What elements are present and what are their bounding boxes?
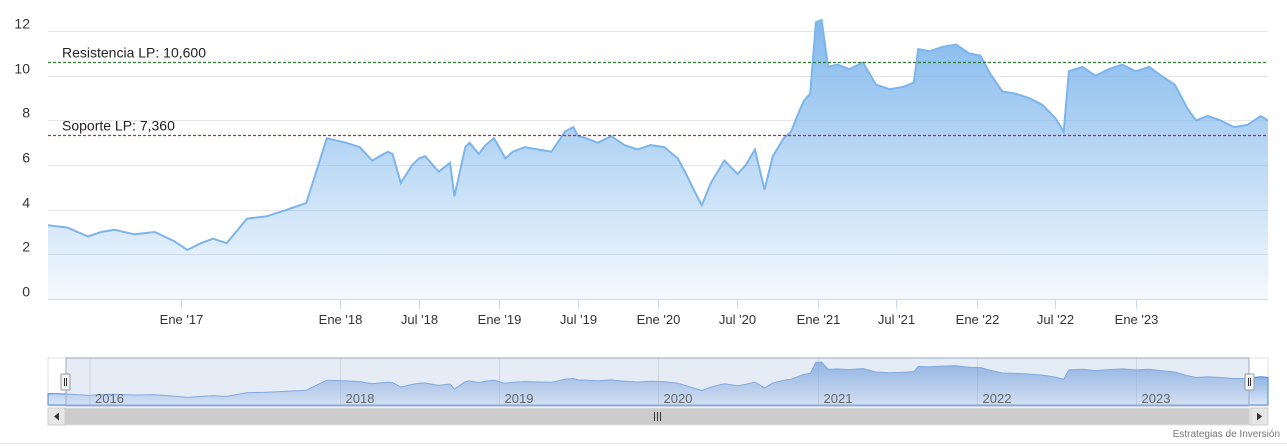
x-tick-label: Jul '22 xyxy=(1037,312,1074,327)
scrollbar[interactable] xyxy=(47,407,1269,426)
y-tick-label: 0 xyxy=(22,284,30,300)
y-tick-label: 6 xyxy=(22,150,30,166)
x-tick-label: Ene '22 xyxy=(956,312,1000,327)
level-label: Soporte LP: 7,360 xyxy=(62,118,175,134)
x-tick-label: Ene '19 xyxy=(478,312,522,327)
navigator-handle-left[interactable] xyxy=(60,373,71,391)
x-tick-label: Ene '18 xyxy=(319,312,363,327)
navigator-label: 2021 xyxy=(824,391,853,406)
x-axis: Ene '17 Ene '18 Jul '18 Ene '19 Jul '19 Ene '… xyxy=(160,299,1159,327)
x-tick-label: Jul '21 xyxy=(878,312,915,327)
navigator-label: 2016 xyxy=(95,391,124,406)
y-tick-label: 4 xyxy=(22,195,30,211)
arrow-left-icon xyxy=(54,412,59,421)
navigator-label: 2022 xyxy=(983,391,1012,406)
navigator-labels: 2016 2018 2019 2020 2021 2022 2023 xyxy=(95,391,1170,406)
x-tick-label: Ene '23 xyxy=(1115,312,1159,327)
navigator-handle-right[interactable] xyxy=(1244,373,1255,391)
x-tick-label: Jul '19 xyxy=(560,312,597,327)
navigator-label: 2019 xyxy=(505,391,534,406)
x-tick-label: Ene '20 xyxy=(637,312,681,327)
y-tick-label: 10 xyxy=(14,61,30,77)
x-tick-label: Ene '17 xyxy=(160,312,204,327)
navigator-area xyxy=(47,361,1269,406)
grip-icon xyxy=(654,412,661,421)
chart-credit[interactable]: Estrategias de Inversión xyxy=(1173,429,1280,440)
navigator-label: 2023 xyxy=(1142,391,1171,406)
navigator-label: 2020 xyxy=(664,391,693,406)
y-tick-label: 2 xyxy=(22,239,30,255)
x-tick-label: Ene '21 xyxy=(797,312,841,327)
navigator[interactable]: 2016 2018 2019 2020 2021 2022 2023 xyxy=(47,357,1269,407)
y-tick-label: 8 xyxy=(22,105,30,121)
level-lines: Resistencia LP: 10,600 Soporte LP: 7,360 xyxy=(48,45,1268,137)
x-tick-label: Jul '18 xyxy=(401,312,438,327)
y-axis: 0 2 4 6 8 10 12 xyxy=(14,16,30,300)
level-label: Resistencia LP: 10,600 xyxy=(62,45,206,61)
x-tick-label: Jul '20 xyxy=(719,312,756,327)
price-line xyxy=(48,18,1268,252)
navigator-label: 2018 xyxy=(346,391,375,406)
price-area xyxy=(48,20,1268,299)
navigator-selected-range[interactable] xyxy=(65,357,1250,407)
arrow-right-icon xyxy=(1257,412,1262,421)
y-tick-label: 12 xyxy=(14,16,30,32)
